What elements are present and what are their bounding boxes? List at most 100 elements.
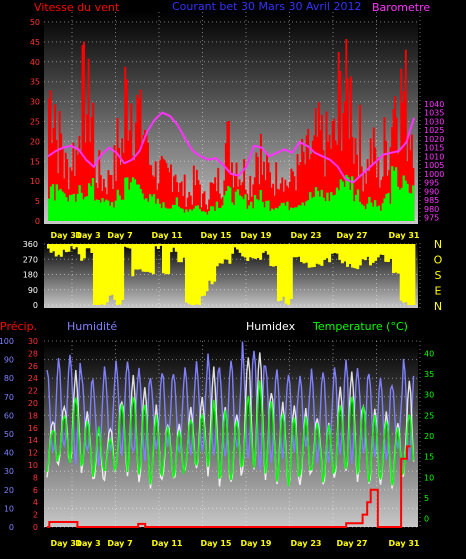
gust-bar <box>234 191 238 221</box>
gust-bar <box>362 205 365 221</box>
wind-tick-label: 10 <box>30 177 40 186</box>
gust-bar <box>242 199 245 221</box>
gust-bar <box>232 205 236 221</box>
gust-bar <box>196 205 199 221</box>
wind-bar <box>92 102 95 221</box>
wind-bar <box>160 155 163 221</box>
gust-bar <box>400 187 403 221</box>
wind-bar <box>147 142 150 221</box>
wind-bar <box>202 193 204 221</box>
wind-bar <box>182 196 185 221</box>
gust-bar <box>48 198 51 221</box>
gust-bar <box>282 202 285 221</box>
wind-bar <box>137 98 140 221</box>
gust-bar <box>391 166 394 221</box>
wind-bar <box>327 141 329 221</box>
gust-bar <box>356 189 360 221</box>
x-tick-label: Day 19 <box>241 231 272 240</box>
baro-tick-label: 1010 <box>424 152 444 161</box>
wind-bar <box>346 78 349 222</box>
gust-bar <box>339 179 342 221</box>
gust-bar <box>84 196 87 221</box>
gust-bar <box>353 201 356 221</box>
wind-bar <box>61 147 64 221</box>
wind-bar <box>162 158 165 221</box>
gust-bar <box>110 202 114 221</box>
gust-bar <box>139 188 142 221</box>
gust-bar <box>65 197 68 221</box>
wind-bar <box>316 136 319 221</box>
gust-bar <box>292 208 295 221</box>
wind-bar <box>369 138 372 221</box>
wind-bar <box>180 181 183 221</box>
gust-bar <box>80 192 83 221</box>
wind-bar <box>163 160 166 221</box>
rain-tick-label: 14 <box>28 436 38 445</box>
x-tick-label: Day 7 <box>107 539 132 548</box>
wind-bar <box>141 145 143 221</box>
barometer-line <box>47 111 415 184</box>
x-tick-label: Day 23 <box>291 231 322 240</box>
wind-bar <box>394 96 397 221</box>
gust-bar <box>398 189 402 221</box>
wind-bar <box>121 138 124 221</box>
wind-bar <box>218 193 221 221</box>
wind-bar <box>371 166 374 221</box>
wind-bar <box>249 175 252 221</box>
gust-bar <box>280 203 283 221</box>
gust-bar <box>366 203 369 221</box>
gust-bar <box>316 191 320 221</box>
gust-bar <box>406 183 409 221</box>
gust-bar <box>248 205 251 221</box>
wind-bar <box>130 103 133 221</box>
direction-tick-label: 360 <box>23 240 38 249</box>
wind-bar <box>255 152 258 221</box>
wind-bar <box>308 159 311 221</box>
gust-bar <box>278 205 281 221</box>
wind-bar <box>93 164 96 221</box>
gust-bar <box>95 199 98 221</box>
gust-bar <box>330 192 333 221</box>
gust-bar <box>383 198 386 221</box>
wind-bar <box>168 172 171 221</box>
wind-tick-label: 5 <box>35 197 40 206</box>
wind-bar <box>145 135 148 221</box>
gust-bar <box>217 207 220 221</box>
x-tick-label: Day 31 <box>51 231 82 240</box>
wind-bar <box>124 66 127 221</box>
wind-speed-series <box>48 39 415 222</box>
humidity-tick-label: 80 <box>4 374 14 383</box>
wind-bar <box>275 162 278 221</box>
wind-bar <box>263 161 265 221</box>
x-tick-label: Day 31 <box>51 539 82 548</box>
direction-tick-label: 180 <box>23 271 38 280</box>
wind-bar <box>368 171 371 221</box>
gust-bar <box>206 214 209 221</box>
wind-bar <box>116 117 119 221</box>
rain-tick-label: 24 <box>28 374 38 383</box>
gust-bar <box>211 206 215 221</box>
humidity-tick-label: 50 <box>4 430 14 439</box>
gust-bar <box>309 192 312 221</box>
wind-bar <box>232 187 235 221</box>
wind-bar <box>322 150 325 221</box>
wind-bar <box>81 45 84 222</box>
wind-bar <box>403 91 406 221</box>
wind-bar <box>310 153 313 221</box>
rain-tick-label: 28 <box>28 349 38 358</box>
gust-bar <box>276 208 280 221</box>
rain-cumulative-line <box>47 445 411 528</box>
wind-bar <box>290 168 293 221</box>
wind-bar <box>198 184 201 221</box>
gust-bar <box>389 203 392 221</box>
gust-bar <box>57 190 60 221</box>
wind-bar <box>139 89 142 221</box>
gust-bar <box>72 193 76 221</box>
gust-bar <box>63 193 66 221</box>
gust-bar <box>120 199 123 221</box>
wind-bar <box>353 163 355 221</box>
